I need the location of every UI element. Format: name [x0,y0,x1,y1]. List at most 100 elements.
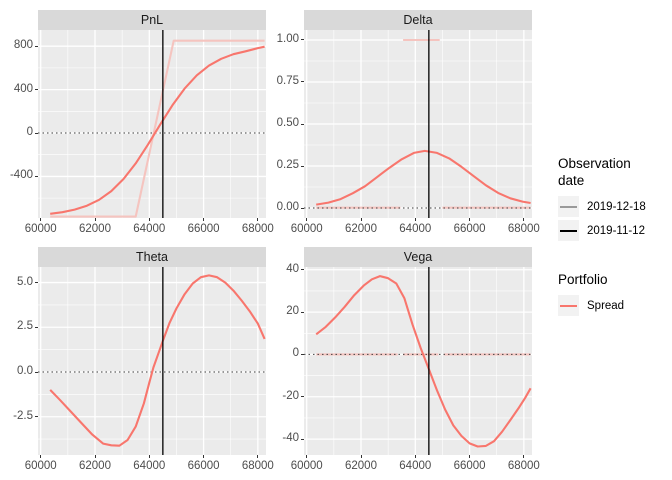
x-tick-label: 68000 [507,460,540,472]
x-axis-tick [306,455,308,458]
y-tick-label: 0.00 [276,201,299,213]
series-line-2019-12-18 [50,39,265,218]
x-tick-label: 64000 [399,460,432,472]
x-tick-label: 60000 [24,460,57,472]
x-tick-label: 62000 [345,223,377,235]
x-axis-tick [40,218,42,221]
facet-strip-delta: Delta [304,10,532,30]
x-axis-tick [360,218,362,221]
x-tick-label: 62000 [345,460,377,472]
y-axis-tick [301,81,304,83]
y-axis-tick [35,416,38,418]
y-axis-tick [301,123,304,125]
x-axis-tick [257,218,259,221]
x-tick-label: 66000 [187,223,220,235]
x-axis-tick [523,455,525,458]
series-line-2019-11-12 [50,45,265,215]
x-tick-label: 60000 [290,460,323,472]
facet-pnl: PnL 60000 62000 64000 66000 68000 800 400 0 -400 [0,10,274,247]
vega-plot [304,267,532,455]
y-tick-label: 20 [286,305,299,318]
series-line-2019-11-12 [315,275,532,448]
y-tick-label: 0 [26,126,33,138]
y-axis-tick [301,353,304,355]
legend-key-line-icon [558,295,579,317]
y-tick-label: 0.50 [276,117,299,129]
x-tick-label: 66000 [453,223,486,235]
y-tick-label: 40 [286,262,299,275]
x-axis-tick [469,455,471,458]
x-tick-label: 68000 [507,223,540,235]
x-axis-tick [469,218,471,221]
x-tick-label: 64000 [399,223,432,235]
x-axis-tick [414,218,416,221]
legend-group-portfolio: Portfolio Spread [558,272,670,317]
legend-label: 2019-12-18 [587,200,646,213]
y-tick-label: -40 [282,432,299,445]
y-axis-tick [35,175,38,177]
y-tick-label: 2.5 [17,320,33,333]
facet-vega: Vega 60000 62000 64000 66000 68000 40 20 0 -20 -4… [266,247,540,480]
x-axis-tick [94,455,96,458]
x-axis-tick [523,218,525,221]
y-tick-label: 5.0 [17,275,33,288]
x-tick-label: 66000 [453,460,486,472]
x-axis-tick [257,455,259,458]
facet-title: PnL [140,13,164,27]
x-tick-label: 64000 [133,223,166,235]
y-axis-tick [301,396,304,398]
delta-plot [304,30,532,218]
y-tick-label: 0.75 [276,74,299,87]
y-axis-tick [301,207,304,209]
facet-theta: Theta 60000 62000 64000 66000 68000 5.0 2.5 0.0… [0,247,274,480]
facet-title: Theta [136,250,168,264]
facet-strip-theta: Theta [38,247,266,267]
y-tick-label: 0.0 [17,365,33,377]
legend-title-portfolio: Portfolio [558,271,608,287]
legend-item-spread: Spread [558,295,670,317]
y-axis-tick [35,371,38,373]
y-tick-label: 0 [292,347,299,360]
y-axis-tick [301,311,304,313]
x-axis-tick [414,455,416,458]
y-axis-tick [301,165,304,167]
x-axis-tick [148,218,150,221]
facet-strip-vega: Vega [304,247,532,267]
facet-title: Delta [403,13,433,27]
y-axis-tick [35,282,38,284]
y-tick-label: 1.00 [276,32,299,45]
legend-key-line-icon [558,220,579,242]
legend-item-2019-11-12: 2019-11-12 [558,220,670,242]
pnl-plot [38,30,266,218]
y-axis-tick [301,269,304,271]
legend-key-line-icon [558,196,579,218]
y-tick-label: -2.5 [13,409,33,422]
x-axis-tick [40,455,42,458]
y-axis-tick [35,132,38,134]
y-tick-label: -400 [9,169,33,182]
legend-group-observation-date: Observation date 2019-12-18 2019-11-12 [558,156,670,242]
y-tick-label: 0.25 [276,159,299,171]
series-line-2019-11-12 [49,274,266,447]
y-tick-label: 400 [13,82,33,95]
x-axis-tick [360,455,362,458]
x-tick-label: 60000 [290,223,323,235]
x-tick-label: 62000 [79,460,111,472]
y-axis-tick [35,45,38,47]
series-line-2019-11-12 [316,149,531,206]
legend-label: Spread [587,299,625,312]
legend-title-observation-date: Observation date [558,156,631,188]
y-axis-tick [301,438,304,440]
x-tick-label: 66000 [187,460,220,472]
legend: Observation date 2019-12-18 2019-11-12 P… [558,156,670,319]
y-tick-label: 800 [13,39,33,52]
x-axis-tick [306,218,308,221]
x-tick-label: 62000 [79,223,111,235]
facet-title: Vega [403,250,433,264]
y-axis-tick [35,326,38,328]
legend-label: 2019-11-12 [587,224,645,237]
x-axis-tick [203,455,205,458]
theta-plot [38,267,266,455]
x-axis-tick [203,218,205,221]
